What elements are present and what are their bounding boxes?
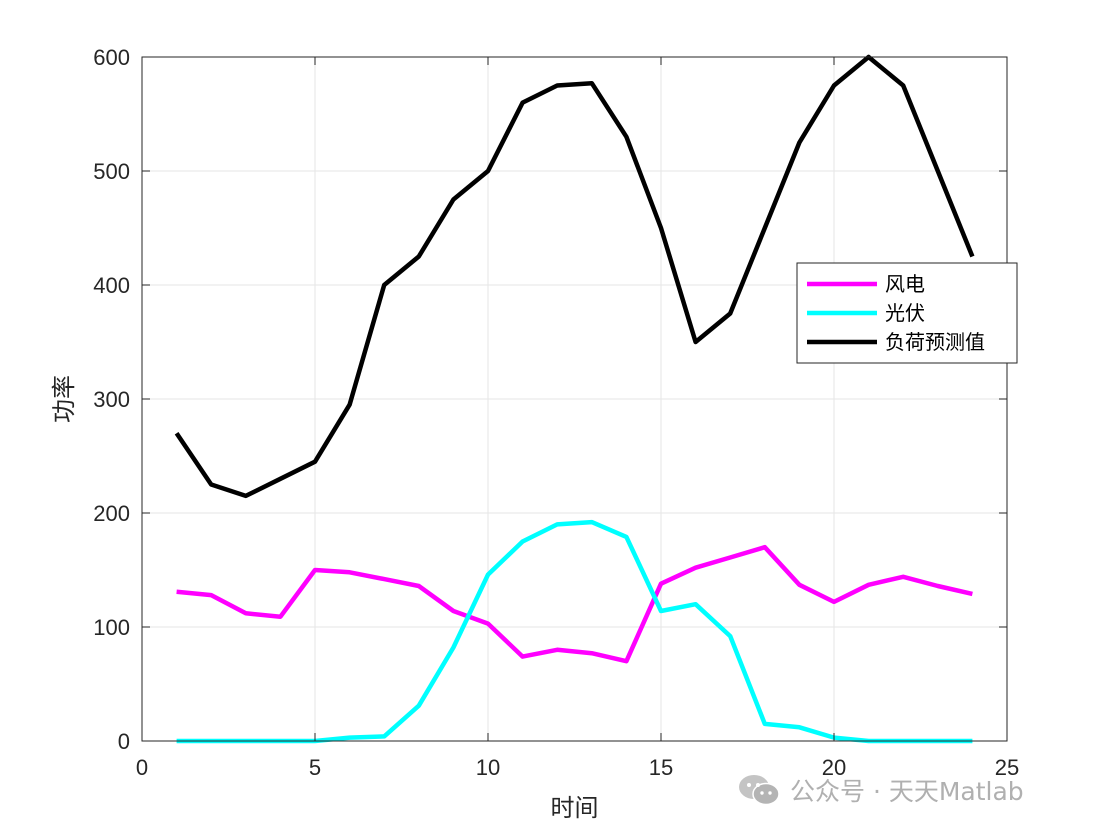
x-tick-label: 5 xyxy=(309,755,321,780)
y-tick-label: 600 xyxy=(93,45,130,70)
y-axis-label: 功率 xyxy=(50,375,78,423)
y-tick-label: 100 xyxy=(93,615,130,640)
x-tick-label: 25 xyxy=(995,755,1019,780)
x-tick-label: 0 xyxy=(136,755,148,780)
y-tick-label: 300 xyxy=(93,387,130,412)
y-tick-label: 0 xyxy=(118,729,130,754)
x-tick-label: 20 xyxy=(822,755,846,780)
legend-label: 负荷预测值 xyxy=(885,330,985,354)
y-tick-label: 400 xyxy=(93,273,130,298)
y-tick-label: 500 xyxy=(93,159,130,184)
x-tick-label: 10 xyxy=(476,755,500,780)
legend-label: 风电 xyxy=(885,272,925,296)
watermark: 公众号 · 天天Matlab xyxy=(738,772,1024,808)
watermark-text: 公众号 · 天天Matlab xyxy=(790,777,1024,806)
wechat-icon xyxy=(739,775,780,806)
y-tick-label: 200 xyxy=(93,501,130,526)
x-axis-label: 时间 xyxy=(551,794,599,822)
x-tick-label: 15 xyxy=(649,755,673,780)
series-line-2 xyxy=(174,54,975,499)
series-line-0 xyxy=(176,544,973,664)
axis-ticks: 0 5 10 15 20 25 0 100 200 300 400 500 600 xyxy=(93,45,1019,780)
legend-label: 光伏 xyxy=(885,301,925,325)
